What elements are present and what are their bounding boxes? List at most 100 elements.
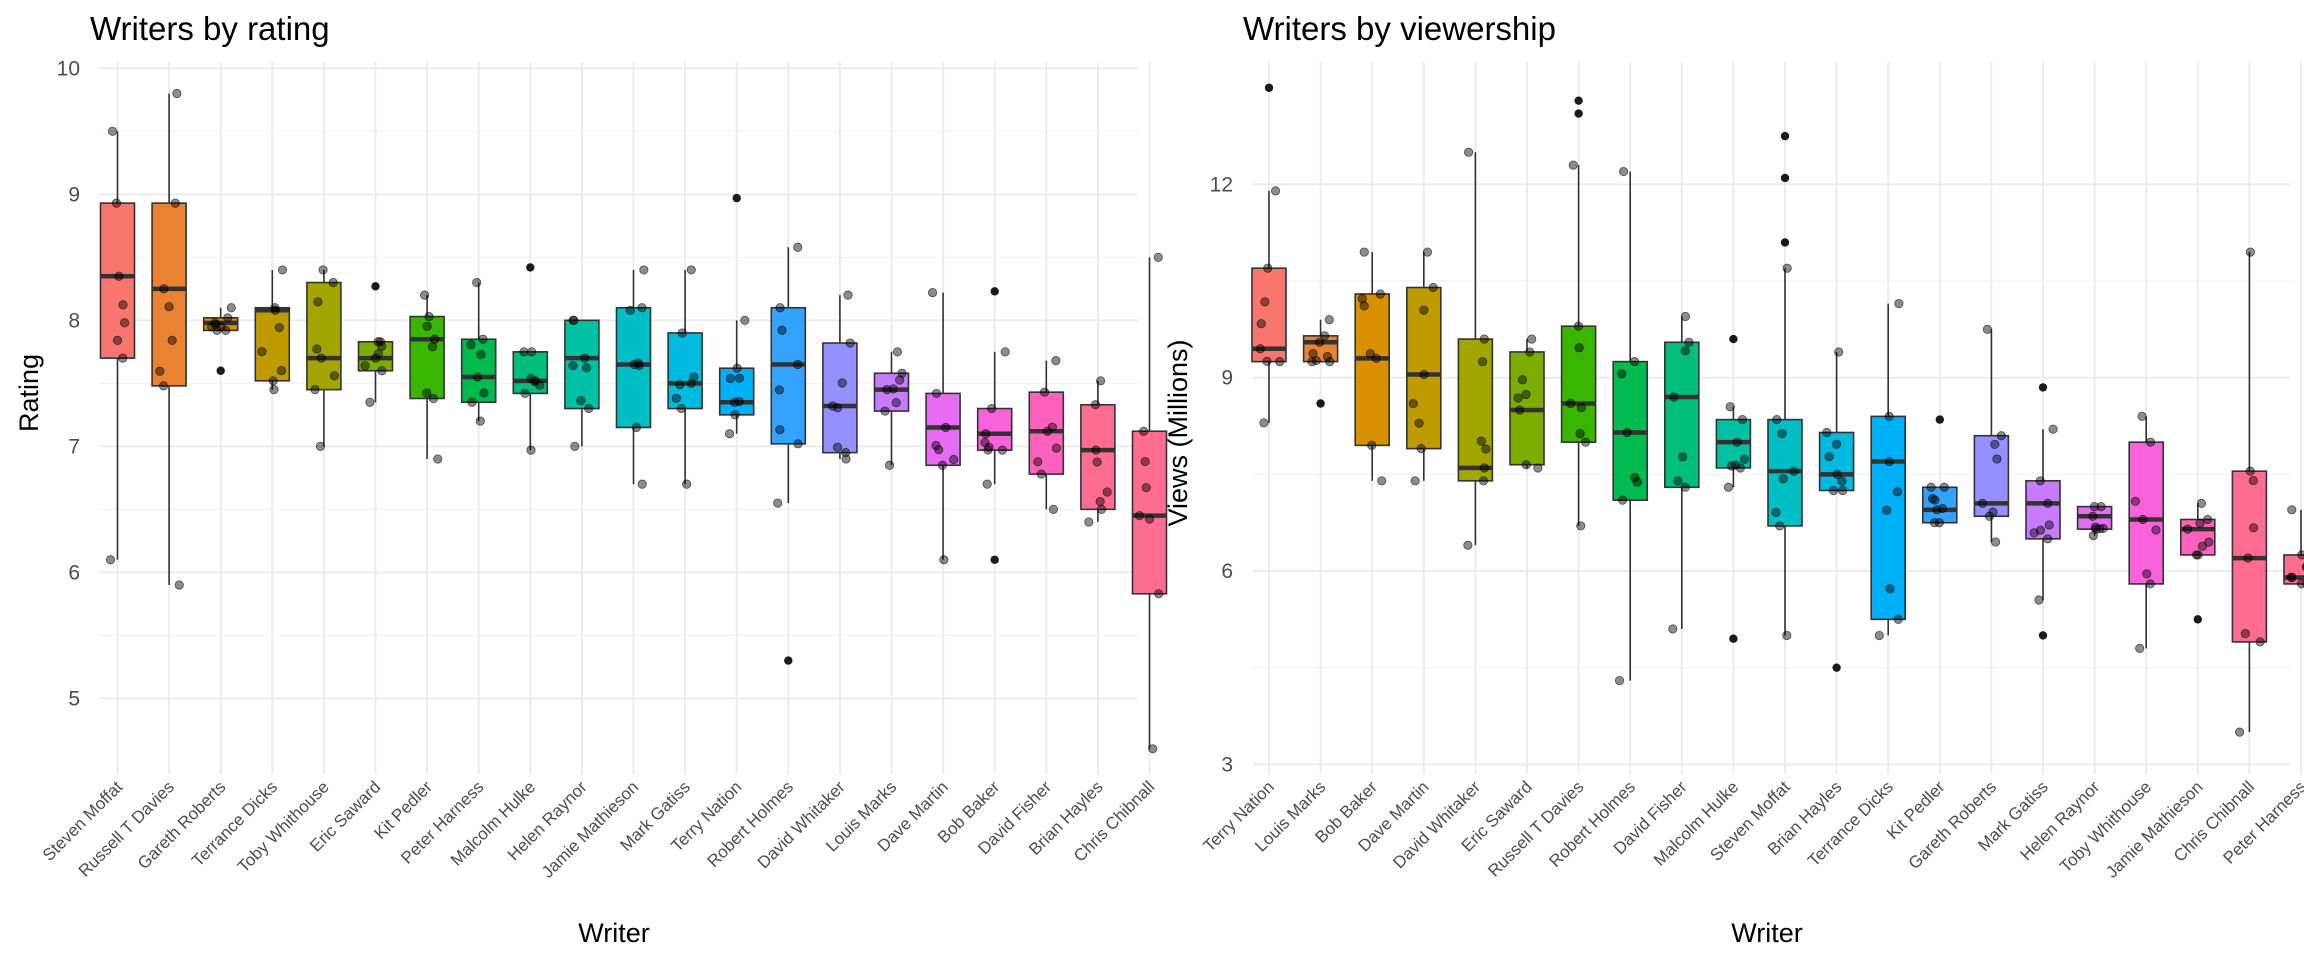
rating-jitter-point [318,265,328,275]
viewership-jitter-point [1680,482,1690,492]
viewership-jitter-point [1828,485,1839,496]
viewership-jitter-point [1464,147,1474,157]
viewership-jitter-point [2088,511,2098,521]
viewership-jitter-point [1419,305,1429,315]
rating-jitter-point [310,385,320,395]
viewership-jitter-point [1614,675,1625,686]
rating-box-3 [202,303,239,375]
rating-jitter-point [373,337,383,347]
viewership-box-15 [1973,324,2010,547]
viewership-y-axis-title: Views (Millions) [1163,339,1193,526]
rating-jitter-point [633,358,643,368]
rating-jitter-point [520,388,530,399]
rating-jitter-point [174,580,184,590]
viewership-jitter-point [2034,595,2044,605]
viewership-jitter-point [2196,498,2207,508]
viewership-outlier-point [1574,96,1583,105]
rating-outlier-point [990,555,999,564]
viewership-outlier-point [1780,173,1790,183]
rating-jitter-point [315,441,326,451]
viewership-x-tick-label: David Whitaker [1389,777,1484,872]
rating-jitter-point [884,460,895,470]
rating-jitter-point [433,454,443,464]
rating-jitter-point [1047,422,1057,432]
rating-jitter-point [734,396,744,407]
viewership-box-16 [2025,383,2061,640]
rating-box-12 [667,265,703,489]
rating-box-5 [306,265,342,451]
viewership-jitter-point [1789,466,1799,476]
rating-jitter-point [1090,400,1101,410]
viewership-jitter-point [1311,355,1321,366]
viewership-jitter-point [1834,347,1844,357]
viewership-jitter-point [2130,496,2141,506]
rating-jitter-point [424,311,434,322]
viewership-jitter-point [1617,369,1627,379]
rating-jitter-point [793,359,803,370]
rating-box-16 [873,347,910,470]
viewership-jitter-point [1874,630,1884,641]
viewership-box-17 [2076,501,2113,541]
viewership-box-14 [1922,415,1958,528]
rating-jitter-point [155,366,165,376]
rating-jitter-point [892,347,903,357]
rating-box-15 [822,290,858,464]
rating-jitter-point [365,397,375,407]
rating-jitter-point [1036,469,1046,479]
viewership-jitter-point [1884,456,1894,467]
viewership-jitter-point [1478,476,1489,486]
viewership-jitter-point [1517,375,1528,385]
rating-jitter-point [328,277,338,288]
rating-iqr-box [99,202,136,359]
viewership-jitter-point [1565,398,1576,409]
rating-box-9 [512,263,549,455]
viewership-box-4 [1406,247,1442,486]
viewership-y-tick-label: 12 [1210,173,1233,196]
rating-jitter-point [931,440,941,451]
rating-jitter-point [1033,457,1043,467]
viewership-jitter-point [2035,525,2046,535]
viewership-jitter-point [2096,501,2106,512]
rating-jitter-point [167,335,177,345]
rating-iqr-box [1080,403,1116,511]
rating-jitter-point [270,305,280,315]
rating-jitter-point [983,445,993,455]
viewership-jitter-point [1771,507,1781,517]
viewership-jitter-point [1934,518,1944,528]
viewership-jitter-point [1992,454,2002,464]
rating-jitter-point [475,416,485,426]
rating-jitter-point [268,376,278,386]
rating-jitter-point [1139,426,1149,436]
rating-jitter-point [316,353,326,363]
viewership-iqr-box [2128,441,2164,585]
rating-x-tick-label: Gareth Roberts [134,777,230,873]
rating-jitter-point [837,378,847,388]
viewership-jitter-point [1414,418,1424,428]
viewership-jitter-point [1772,415,1782,425]
rating-jitter-point [276,366,287,376]
rating-box-20 [1080,376,1116,527]
viewership-jitter-point [1419,369,1429,380]
rating-outlier-point [371,282,380,291]
viewership-outlier-point [1729,334,1738,344]
viewership-jitter-point [1359,301,1369,311]
viewership-jitter-point [1723,482,1734,492]
viewership-jitter-point [2090,522,2101,532]
rating-box-11 [615,265,652,489]
rating-jitter-point [105,555,116,565]
rating-outlier-point [732,193,741,203]
viewership-jitter-point [1629,357,1640,367]
rating-box-7 [409,290,445,464]
viewership-iqr-box [1560,325,1597,443]
rating-jitter-point [277,265,288,275]
viewership-jitter-point [1479,334,1489,344]
rating-iqr-box [1131,430,1168,595]
viewership-jitter-point [1988,507,1998,517]
rating-jitter-point [576,396,586,406]
rating-jitter-point [478,334,488,344]
rating-x-tick-label: Jamie Mathieson [538,777,642,881]
rating-jitter-point [112,335,123,345]
rating-jitter-point [1144,514,1155,524]
viewership-jitter-point [1324,315,1334,325]
